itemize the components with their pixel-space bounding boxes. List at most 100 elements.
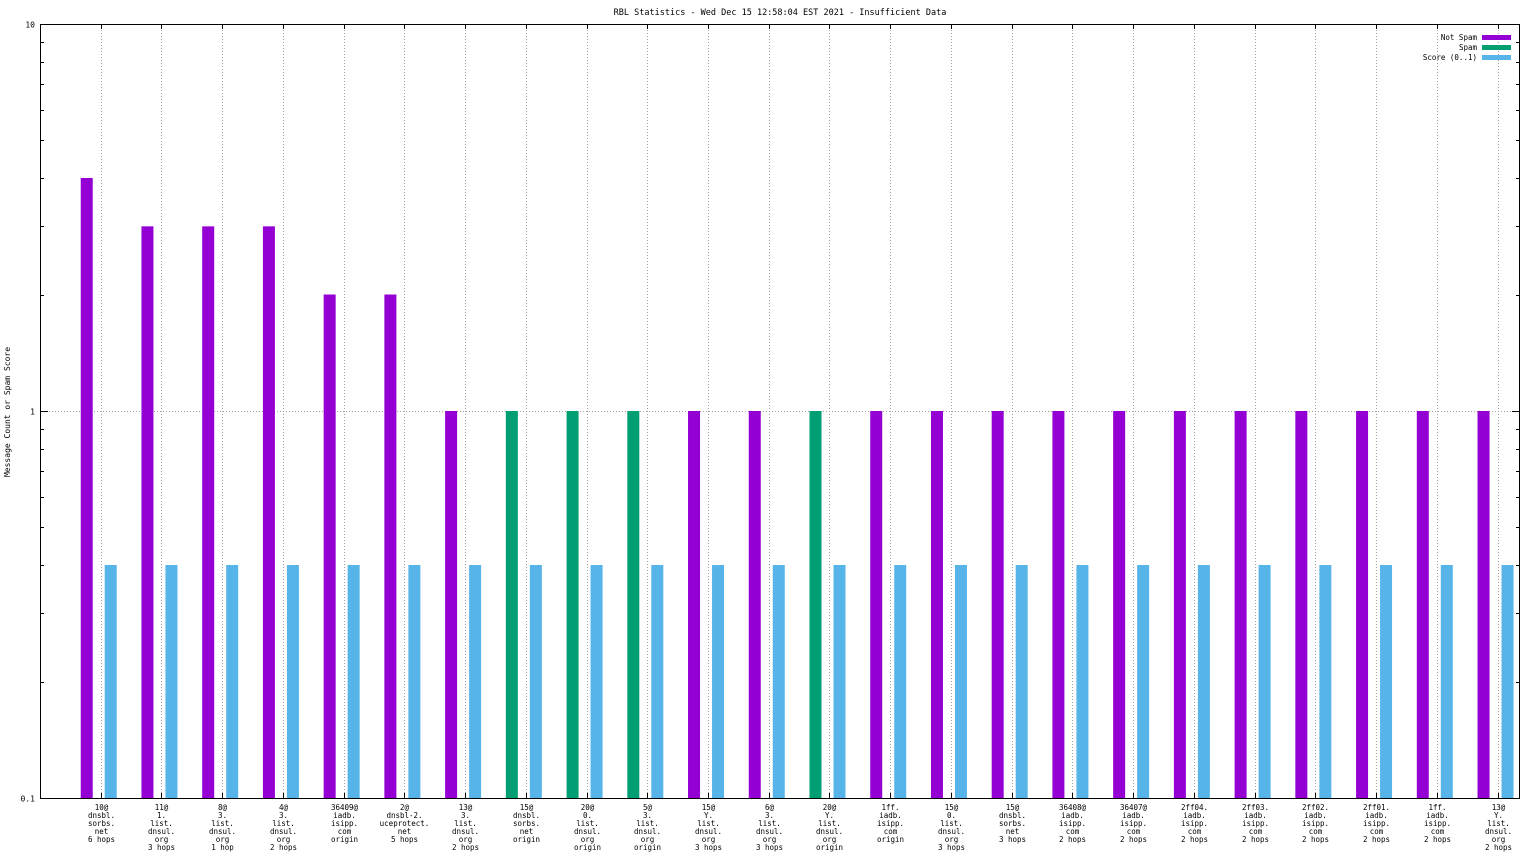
x-tick-label: com <box>1431 827 1445 836</box>
bar-score <box>1440 565 1453 798</box>
x-tick-label: net <box>520 827 534 836</box>
bar-not-spam <box>870 411 883 798</box>
bar-not-spam <box>1234 411 1247 798</box>
x-tick-label: 2@ <box>400 803 410 812</box>
x-tick-label: 2 hops <box>1424 835 1451 844</box>
x-tick-label: 3 hops <box>695 843 722 852</box>
x-tick-label: 2 hops <box>1363 835 1390 844</box>
y-tick-label: 10 <box>25 21 35 30</box>
x-tick-label: 20@ <box>581 803 595 812</box>
y-axis-label: Message Count or Spam Score <box>3 347 12 477</box>
x-tick-label: 3. <box>643 811 652 820</box>
bar-not-spam <box>202 226 215 799</box>
x-tick-label: isipp. <box>1424 819 1451 828</box>
y-tick-label: 0.1 <box>21 795 36 804</box>
x-tick-label: isipp. <box>1059 819 1086 828</box>
x-tick-label: org <box>945 835 959 844</box>
x-tick-label: 3 hops <box>938 843 965 852</box>
x-tick-label: Y. <box>704 811 713 820</box>
x-tick-label: 1 hop <box>211 843 234 852</box>
x-tick-label: net <box>1006 827 1020 836</box>
legend-label: Score (0..1) <box>1423 53 1477 62</box>
x-tick-label: 1. <box>157 811 166 820</box>
bar-score <box>1258 565 1271 798</box>
x-tick-label: 1ff. <box>1428 803 1446 812</box>
bar-not-spam <box>688 411 701 798</box>
x-tick-label: 2ff01. <box>1363 803 1390 812</box>
x-tick-label: com <box>1370 827 1384 836</box>
y-tick-label: 1 <box>30 408 35 417</box>
x-tick-label: com <box>1127 827 1141 836</box>
bar-score <box>590 565 603 798</box>
x-tick-label: 2 hops <box>1181 835 1208 844</box>
bar-not-spam <box>930 411 943 798</box>
bar-not-spam <box>1416 411 1429 798</box>
x-tick-label: 2ff04. <box>1181 803 1208 812</box>
x-tick-label: 2 hops <box>1059 835 1086 844</box>
bar-score <box>1380 565 1393 798</box>
bar-score <box>651 565 664 798</box>
x-tick-label: 36407@ <box>1120 803 1148 812</box>
x-tick-label: isipp. <box>331 819 358 828</box>
x-tick-label: org <box>216 835 230 844</box>
bar-score <box>408 565 421 798</box>
x-tick-label: iadb. <box>1183 811 1206 820</box>
x-tick-label: 2 hops <box>1302 835 1329 844</box>
x-tick-label: dnsul. <box>148 827 175 836</box>
bars <box>80 178 1514 799</box>
x-tick-label: net <box>398 827 412 836</box>
bar-score <box>894 565 907 798</box>
x-tick-label: Y. <box>825 811 834 820</box>
x-tick-label: dnsbl-2. <box>386 811 422 820</box>
x-tick-label: 0. <box>583 811 592 820</box>
x-tick-label: origin <box>574 843 601 852</box>
bar-not-spam <box>1113 411 1126 798</box>
x-tick-label: 2ff03. <box>1242 803 1269 812</box>
legend-label: Not Spam <box>1441 33 1478 42</box>
x-tick-label: 6@ <box>765 803 775 812</box>
x-tick-label: list. <box>272 819 295 828</box>
x-tick-label: iadb. <box>879 811 902 820</box>
y-tick-labels: 0.1 1 10 <box>21 21 36 804</box>
x-tick-label: org <box>1492 835 1506 844</box>
x-tick-label: list. <box>454 819 477 828</box>
x-tick-label: uceprotect. <box>380 819 430 828</box>
x-tick-label: 11@ <box>155 803 169 812</box>
legend-swatch <box>1482 55 1511 60</box>
bar-score <box>954 565 967 798</box>
x-tick-label: list. <box>818 819 841 828</box>
bar-score <box>1076 565 1089 798</box>
bar-spam <box>809 411 822 798</box>
bar-not-spam <box>80 178 93 798</box>
x-tick-label: 1ff. <box>881 803 899 812</box>
x-tick-label: net <box>95 827 109 836</box>
bar-not-spam <box>1173 411 1186 798</box>
x-tick-label: com <box>1188 827 1202 836</box>
x-tick-label: list. <box>576 819 599 828</box>
x-tick-label: 15@ <box>945 803 959 812</box>
x-tick-label: 13@ <box>459 803 473 812</box>
x-tick-label: dnsul. <box>574 827 601 836</box>
x-tick-label: 20@ <box>823 803 837 812</box>
bar-score <box>833 565 846 798</box>
x-tick-label: com <box>884 827 898 836</box>
x-tick-label: 3. <box>279 811 288 820</box>
bar-not-spam <box>141 226 154 799</box>
x-tick-label: com <box>338 827 352 836</box>
bar-spam <box>505 411 518 798</box>
x-tick-label: 36408@ <box>1059 803 1087 812</box>
x-tick-label: 2 hops <box>270 843 297 852</box>
x-tick-label: sorbs. <box>513 819 540 828</box>
x-tick-label: 2 hops <box>452 843 479 852</box>
bar-not-spam <box>1295 411 1308 798</box>
bar-not-spam <box>1052 411 1065 798</box>
x-tick-label: dnsbl. <box>513 811 540 820</box>
x-tick-label: org <box>277 835 291 844</box>
x-tick-label: 10@ <box>95 803 109 812</box>
bar-score <box>347 565 360 798</box>
x-tick-label: dnsul. <box>695 827 722 836</box>
bar-score <box>226 565 239 798</box>
bar-not-spam <box>262 226 275 799</box>
x-tick-label: 5@ <box>643 803 653 812</box>
